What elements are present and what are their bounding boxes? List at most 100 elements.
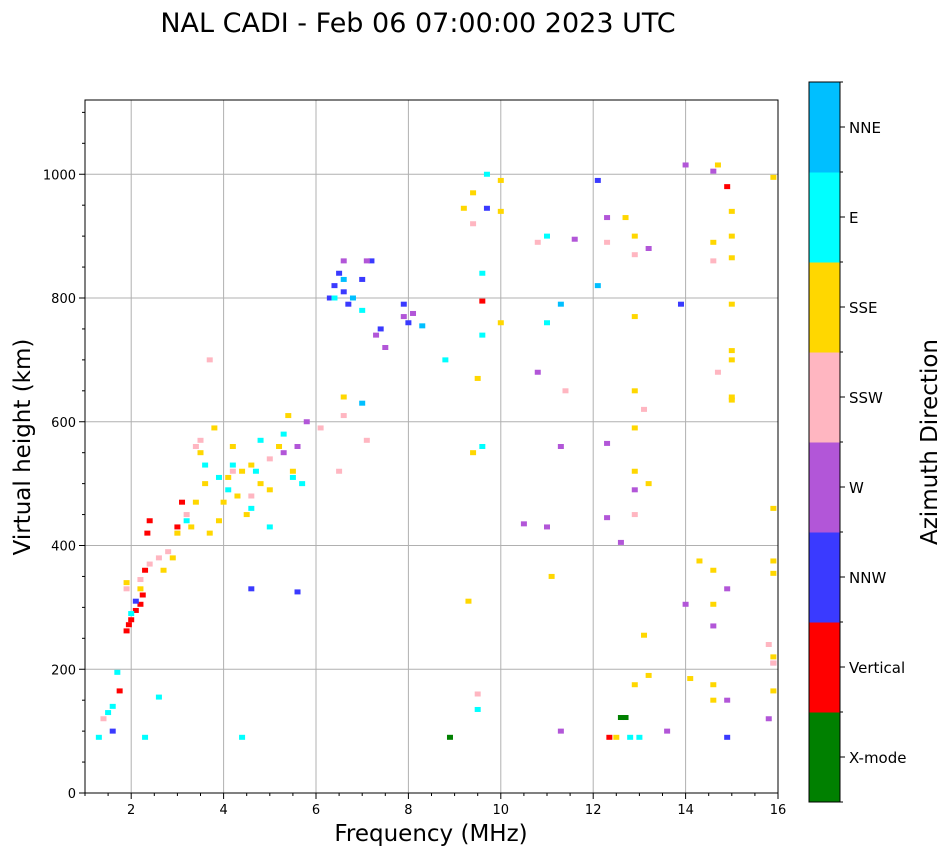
echo-point [770,174,777,180]
echo-point [340,413,347,419]
colorbar-swatch [809,442,840,533]
colorbar-tick-label: X-mode [849,749,906,767]
echo-point [225,474,232,480]
echo-point [728,301,735,307]
echo-point [710,168,717,174]
echo-point [155,694,162,700]
grid [85,100,779,794]
echo-point [165,549,172,555]
echo-point [710,623,717,629]
echo-point [677,301,684,307]
echo-point [724,586,731,592]
echo-point [220,499,227,505]
echo-point [497,208,504,214]
echo-point [604,215,611,221]
echo-point [280,431,287,437]
echo-point [631,487,638,493]
echo-point [770,688,777,694]
echo-point [710,258,717,264]
colorbar: X-mode Vertical NNW W SSW SSE E NNE [808,81,906,803]
x-tick-label: 4 [219,803,227,818]
echo-point [465,598,472,604]
echo-point [400,314,407,320]
echo-point [470,450,477,456]
echo-point [728,357,735,363]
echo-point [202,481,209,487]
echo-point [631,233,638,239]
echo-point [105,710,112,716]
chart-title: NAL CADI - Feb 06 07:00:00 2023 UTC [160,8,675,39]
echo-point [474,706,481,712]
echo-point [229,444,236,449]
echo-point [483,205,490,211]
echo-point [631,425,638,431]
colorbar-swatch [809,172,840,263]
echo-point [299,481,306,487]
echo-point [645,246,652,251]
echo-point [479,298,486,304]
echo-point [359,276,366,282]
echo-point [562,388,569,394]
echo-point [248,493,255,499]
echo-point [146,561,153,567]
echo-point [382,345,389,350]
echo-point [479,444,486,449]
echo-point [132,607,139,613]
echo-point [137,601,144,607]
echo-point [631,388,638,394]
y-tick-label: 1000 [43,168,76,183]
echo-point [728,208,735,214]
echo-point [215,518,222,524]
echo-point [548,573,555,579]
colorbar-swatch [809,532,840,623]
colorbar-tick-label: NNE [849,119,881,137]
echo-point [631,252,638,258]
x-tick-label: 12 [585,803,602,818]
echo-point [594,283,601,289]
x-tick-label: 2 [127,803,135,818]
echo-point [604,515,611,521]
echo-point [770,654,777,660]
echo-point [604,239,611,245]
echo-point [377,326,384,332]
echo-point [192,444,199,449]
echo-point [257,481,264,487]
echo-point [682,162,689,168]
echo-point [123,580,130,586]
x-tick-label: 14 [677,803,694,818]
echo-point [728,233,735,239]
echo-point [234,493,241,499]
echo-point [645,481,652,487]
echo-point [123,586,130,592]
y-axis-label: Virtual height (km) [10,339,36,556]
echo-point [137,577,144,583]
echo-point [125,622,132,628]
echo-point [294,444,301,449]
echo-point [257,437,264,443]
echo-point [340,276,347,282]
colorbar-swatch [809,82,840,173]
echo-point [174,530,181,536]
x-tick-label: 16 [770,803,787,818]
echo-point [714,162,721,168]
echo-point [336,468,343,474]
echo-point [571,236,578,242]
echo-point [206,357,213,363]
echo-point [641,406,648,412]
echo-point [248,505,255,511]
echo-point [340,258,347,264]
echo-point [266,524,273,530]
echo-point [285,413,292,419]
x-tick-label: 6 [312,803,320,818]
echo-point [197,450,204,456]
echo-point [696,558,703,564]
echo-point [192,499,199,505]
echo-point [128,617,135,623]
echo-point [627,734,634,740]
echo-point [419,323,426,329]
echo-point [114,669,121,675]
echo-point [400,301,407,307]
echo-point [116,688,123,694]
echo-point [336,270,343,276]
echo-point [359,400,366,406]
